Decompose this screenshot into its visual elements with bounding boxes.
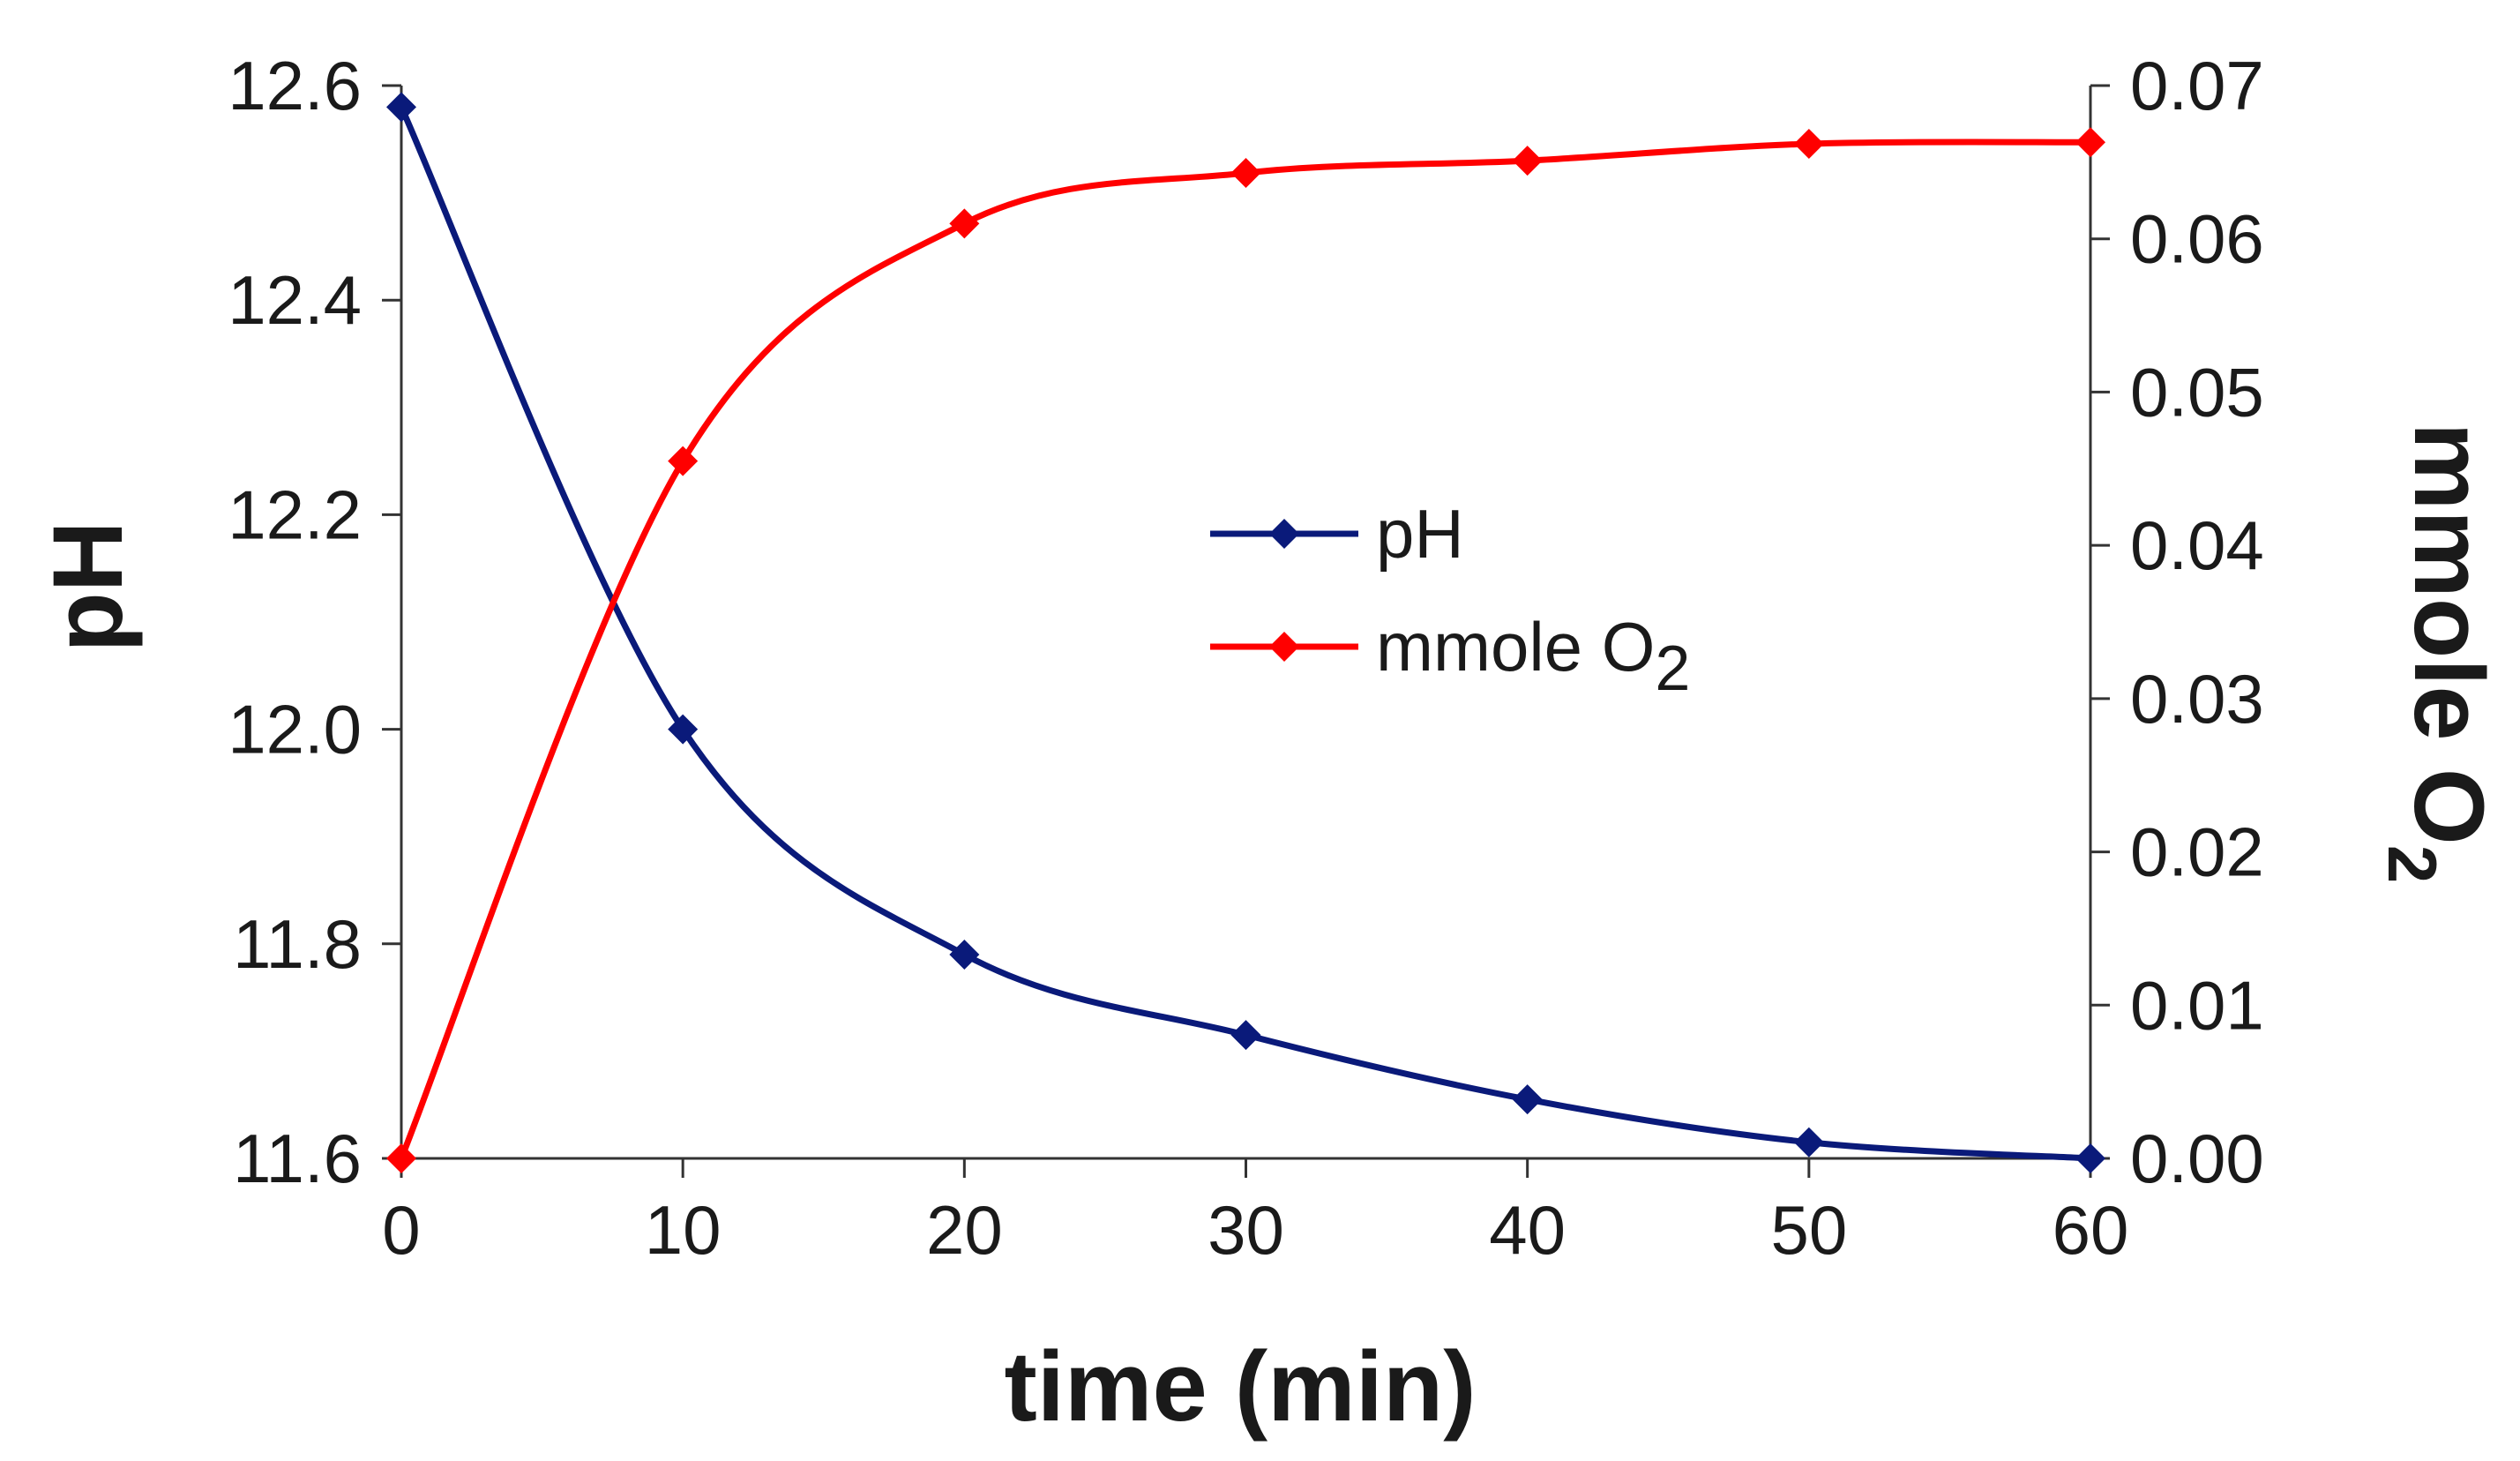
data-point xyxy=(949,939,980,970)
legend-item: pH xyxy=(1210,495,1464,573)
left-tick-label: 12.0 xyxy=(228,691,362,768)
right-tick-label: 0.01 xyxy=(2130,966,2264,1044)
right-tick-label: 0.05 xyxy=(2130,353,2264,431)
left-tick-label: 12.6 xyxy=(228,47,362,124)
left-tick-label: 12.2 xyxy=(228,476,362,553)
right-axis-ticks: 0.00 0.01 0.02 0.03 0.04 0.05 0.06 0.07 xyxy=(2090,47,2264,1197)
x-tick-label: 30 xyxy=(1208,1191,1284,1269)
right-tick-label: 0.00 xyxy=(2130,1120,2264,1197)
data-point xyxy=(1793,1127,1824,1158)
data-point xyxy=(2075,1143,2105,1173)
legend-label-main: pH xyxy=(1376,495,1464,573)
x-tick-label: 60 xyxy=(2053,1191,2129,1269)
data-point xyxy=(386,92,416,123)
data-point xyxy=(1512,146,1543,176)
x-tick-label: 40 xyxy=(1489,1191,1566,1269)
x-tick-label: 0 xyxy=(382,1191,420,1269)
right-axis-title-subscript: 2 xyxy=(2374,845,2451,883)
series-layer xyxy=(386,92,2105,1173)
plot-frame xyxy=(400,86,2092,1160)
series-mmole-o2 xyxy=(386,127,2105,1173)
data-point xyxy=(668,714,699,745)
legend-swatch-marker xyxy=(1269,632,1299,662)
data-point xyxy=(2075,127,2105,158)
legend-label-main: mmole O xyxy=(1376,608,1655,686)
data-point xyxy=(949,208,980,239)
data-point xyxy=(668,446,699,476)
legend: pH mmole O2 xyxy=(1210,495,1690,704)
data-point xyxy=(1512,1084,1543,1115)
right-tick-label: 0.03 xyxy=(2130,660,2264,738)
data-point xyxy=(1793,129,1824,160)
x-axis-title: time (min) xyxy=(1004,1331,1476,1442)
left-tick-label: 11.8 xyxy=(233,905,362,983)
series-ph xyxy=(386,92,2105,1173)
data-point xyxy=(386,1143,416,1173)
right-axis-title: mmole O2 xyxy=(2374,423,2504,884)
legend-item: mmole O2 xyxy=(1210,608,1690,704)
x-axis-ticks: 0 10 20 30 40 50 60 xyxy=(382,1158,2128,1269)
right-tick-label: 0.02 xyxy=(2130,813,2264,891)
right-tick-label: 0.04 xyxy=(2130,506,2264,584)
data-point xyxy=(1230,158,1261,189)
data-point xyxy=(1230,1020,1261,1051)
legend-label-subscript: 2 xyxy=(1655,633,1690,704)
right-tick-label: 0.06 xyxy=(2130,200,2264,278)
left-axis-ticks: 11.6 11.8 12.0 12.2 12.4 12.6 xyxy=(228,47,401,1197)
right-tick-label: 0.07 xyxy=(2130,47,2264,124)
x-tick-label: 10 xyxy=(645,1191,722,1269)
left-axis-title: pH xyxy=(33,521,143,652)
series-line xyxy=(398,139,2091,1160)
series-line xyxy=(398,105,2091,1162)
x-tick-label: 20 xyxy=(926,1191,1003,1269)
legend-label: pH xyxy=(1376,495,1464,573)
legend-swatch-marker xyxy=(1269,519,1299,549)
x-tick-label: 50 xyxy=(1770,1191,1847,1269)
left-tick-label: 12.4 xyxy=(228,261,362,339)
legend-label: mmole O2 xyxy=(1376,608,1690,704)
left-tick-label: 11.6 xyxy=(233,1120,362,1197)
right-axis-title-main: mmole O xyxy=(2394,423,2504,845)
